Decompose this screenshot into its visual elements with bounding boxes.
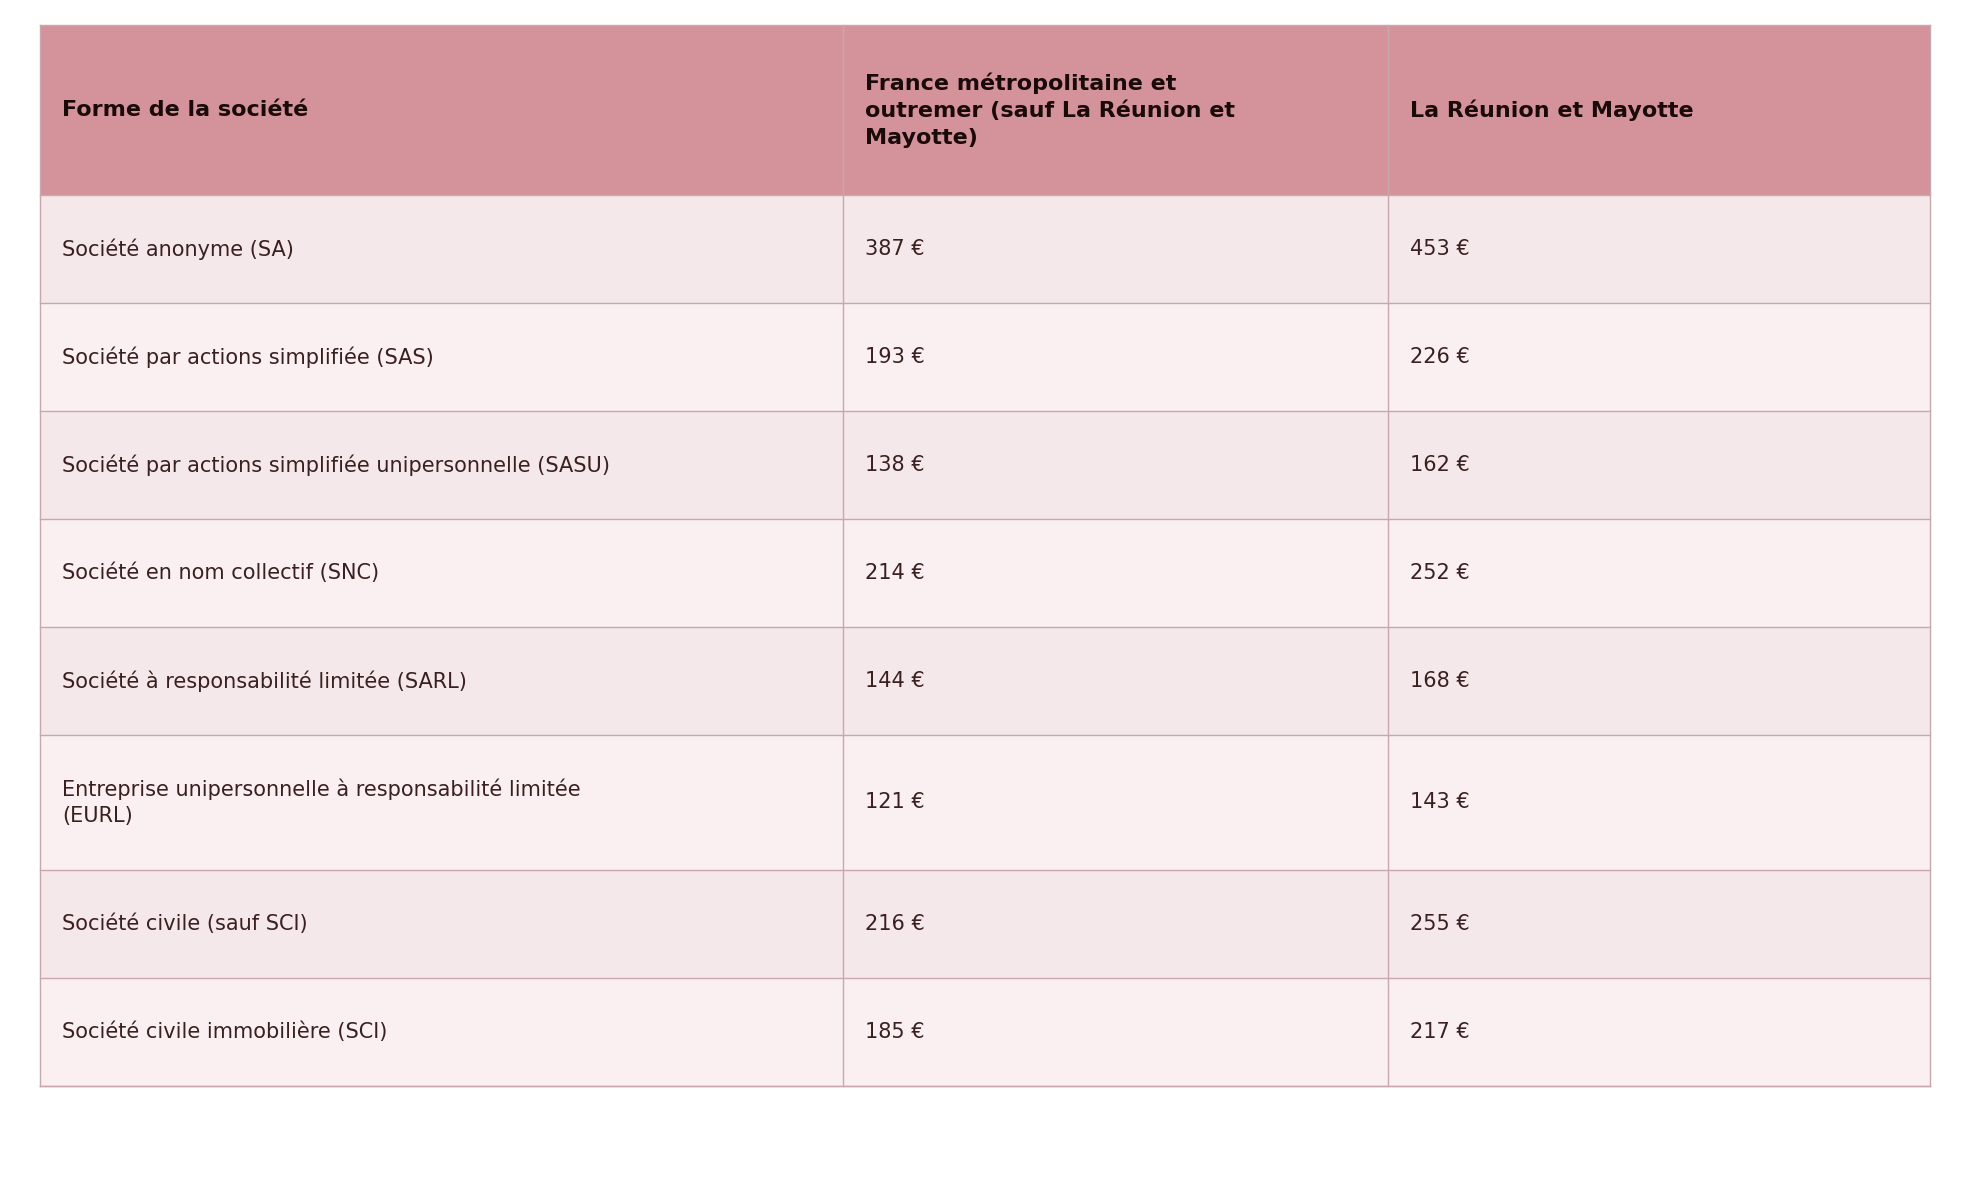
Text: 217 €: 217 €	[1411, 1022, 1470, 1042]
Bar	[1387, 870, 1931, 978]
Text: 168 €: 168 €	[1411, 671, 1470, 691]
Text: 185 €: 185 €	[865, 1022, 924, 1042]
Bar	[1387, 303, 1931, 411]
Text: Société civile immobilière (SCI): Société civile immobilière (SCI)	[61, 1022, 388, 1042]
Bar	[39, 25, 843, 195]
Text: 144 €: 144 €	[865, 671, 926, 691]
Bar	[843, 627, 1387, 735]
Text: Société par actions simplifiée (SAS): Société par actions simplifiée (SAS)	[61, 346, 433, 368]
Text: 121 €: 121 €	[865, 793, 926, 813]
Text: Société civile (sauf SCI): Société civile (sauf SCI)	[61, 913, 307, 935]
Bar	[843, 195, 1387, 303]
Text: 252 €: 252 €	[1411, 563, 1470, 583]
Bar	[1387, 25, 1931, 195]
Bar	[39, 195, 843, 303]
Text: Forme de la société: Forme de la société	[61, 100, 307, 120]
Bar	[39, 978, 843, 1086]
Bar	[1387, 519, 1931, 627]
Bar	[843, 870, 1387, 978]
Text: 214 €: 214 €	[865, 563, 926, 583]
Text: 162 €: 162 €	[1411, 455, 1470, 476]
Text: 226 €: 226 €	[1411, 347, 1470, 367]
Text: 193 €: 193 €	[865, 347, 926, 367]
Text: Entreprise unipersonnelle à responsabilité limitée
(EURL): Entreprise unipersonnelle à responsabili…	[61, 779, 581, 826]
Bar	[39, 411, 843, 519]
Text: 255 €: 255 €	[1411, 914, 1470, 935]
Text: La Réunion et Mayotte: La Réunion et Mayotte	[1411, 99, 1692, 120]
Bar	[1387, 411, 1931, 519]
Bar	[1387, 735, 1931, 870]
Bar	[843, 411, 1387, 519]
Text: 387 €: 387 €	[865, 240, 924, 258]
Bar	[843, 735, 1387, 870]
Bar	[843, 519, 1387, 627]
Text: 216 €: 216 €	[865, 914, 926, 935]
Text: 453 €: 453 €	[1411, 240, 1470, 258]
Bar	[1387, 195, 1931, 303]
Bar	[39, 627, 843, 735]
Bar	[843, 303, 1387, 411]
Text: France métropolitaine et
outremer (sauf La Réunion et
Mayotte): France métropolitaine et outremer (sauf …	[865, 72, 1235, 148]
Text: Société en nom collectif (SNC): Société en nom collectif (SNC)	[61, 563, 378, 583]
Bar	[39, 303, 843, 411]
Bar	[39, 519, 843, 627]
Bar	[1387, 978, 1931, 1086]
Text: Société par actions simplifiée unipersonnelle (SASU): Société par actions simplifiée uniperson…	[61, 454, 611, 476]
Bar	[39, 735, 843, 870]
Bar	[843, 25, 1387, 195]
Bar	[1387, 627, 1931, 735]
Bar	[843, 978, 1387, 1086]
Text: Société à responsabilité limitée (SARL): Société à responsabilité limitée (SARL)	[61, 670, 467, 691]
Text: Société anonyme (SA): Société anonyme (SA)	[61, 238, 294, 260]
Bar	[39, 870, 843, 978]
Text: 138 €: 138 €	[865, 455, 924, 476]
Text: 143 €: 143 €	[1411, 793, 1470, 813]
